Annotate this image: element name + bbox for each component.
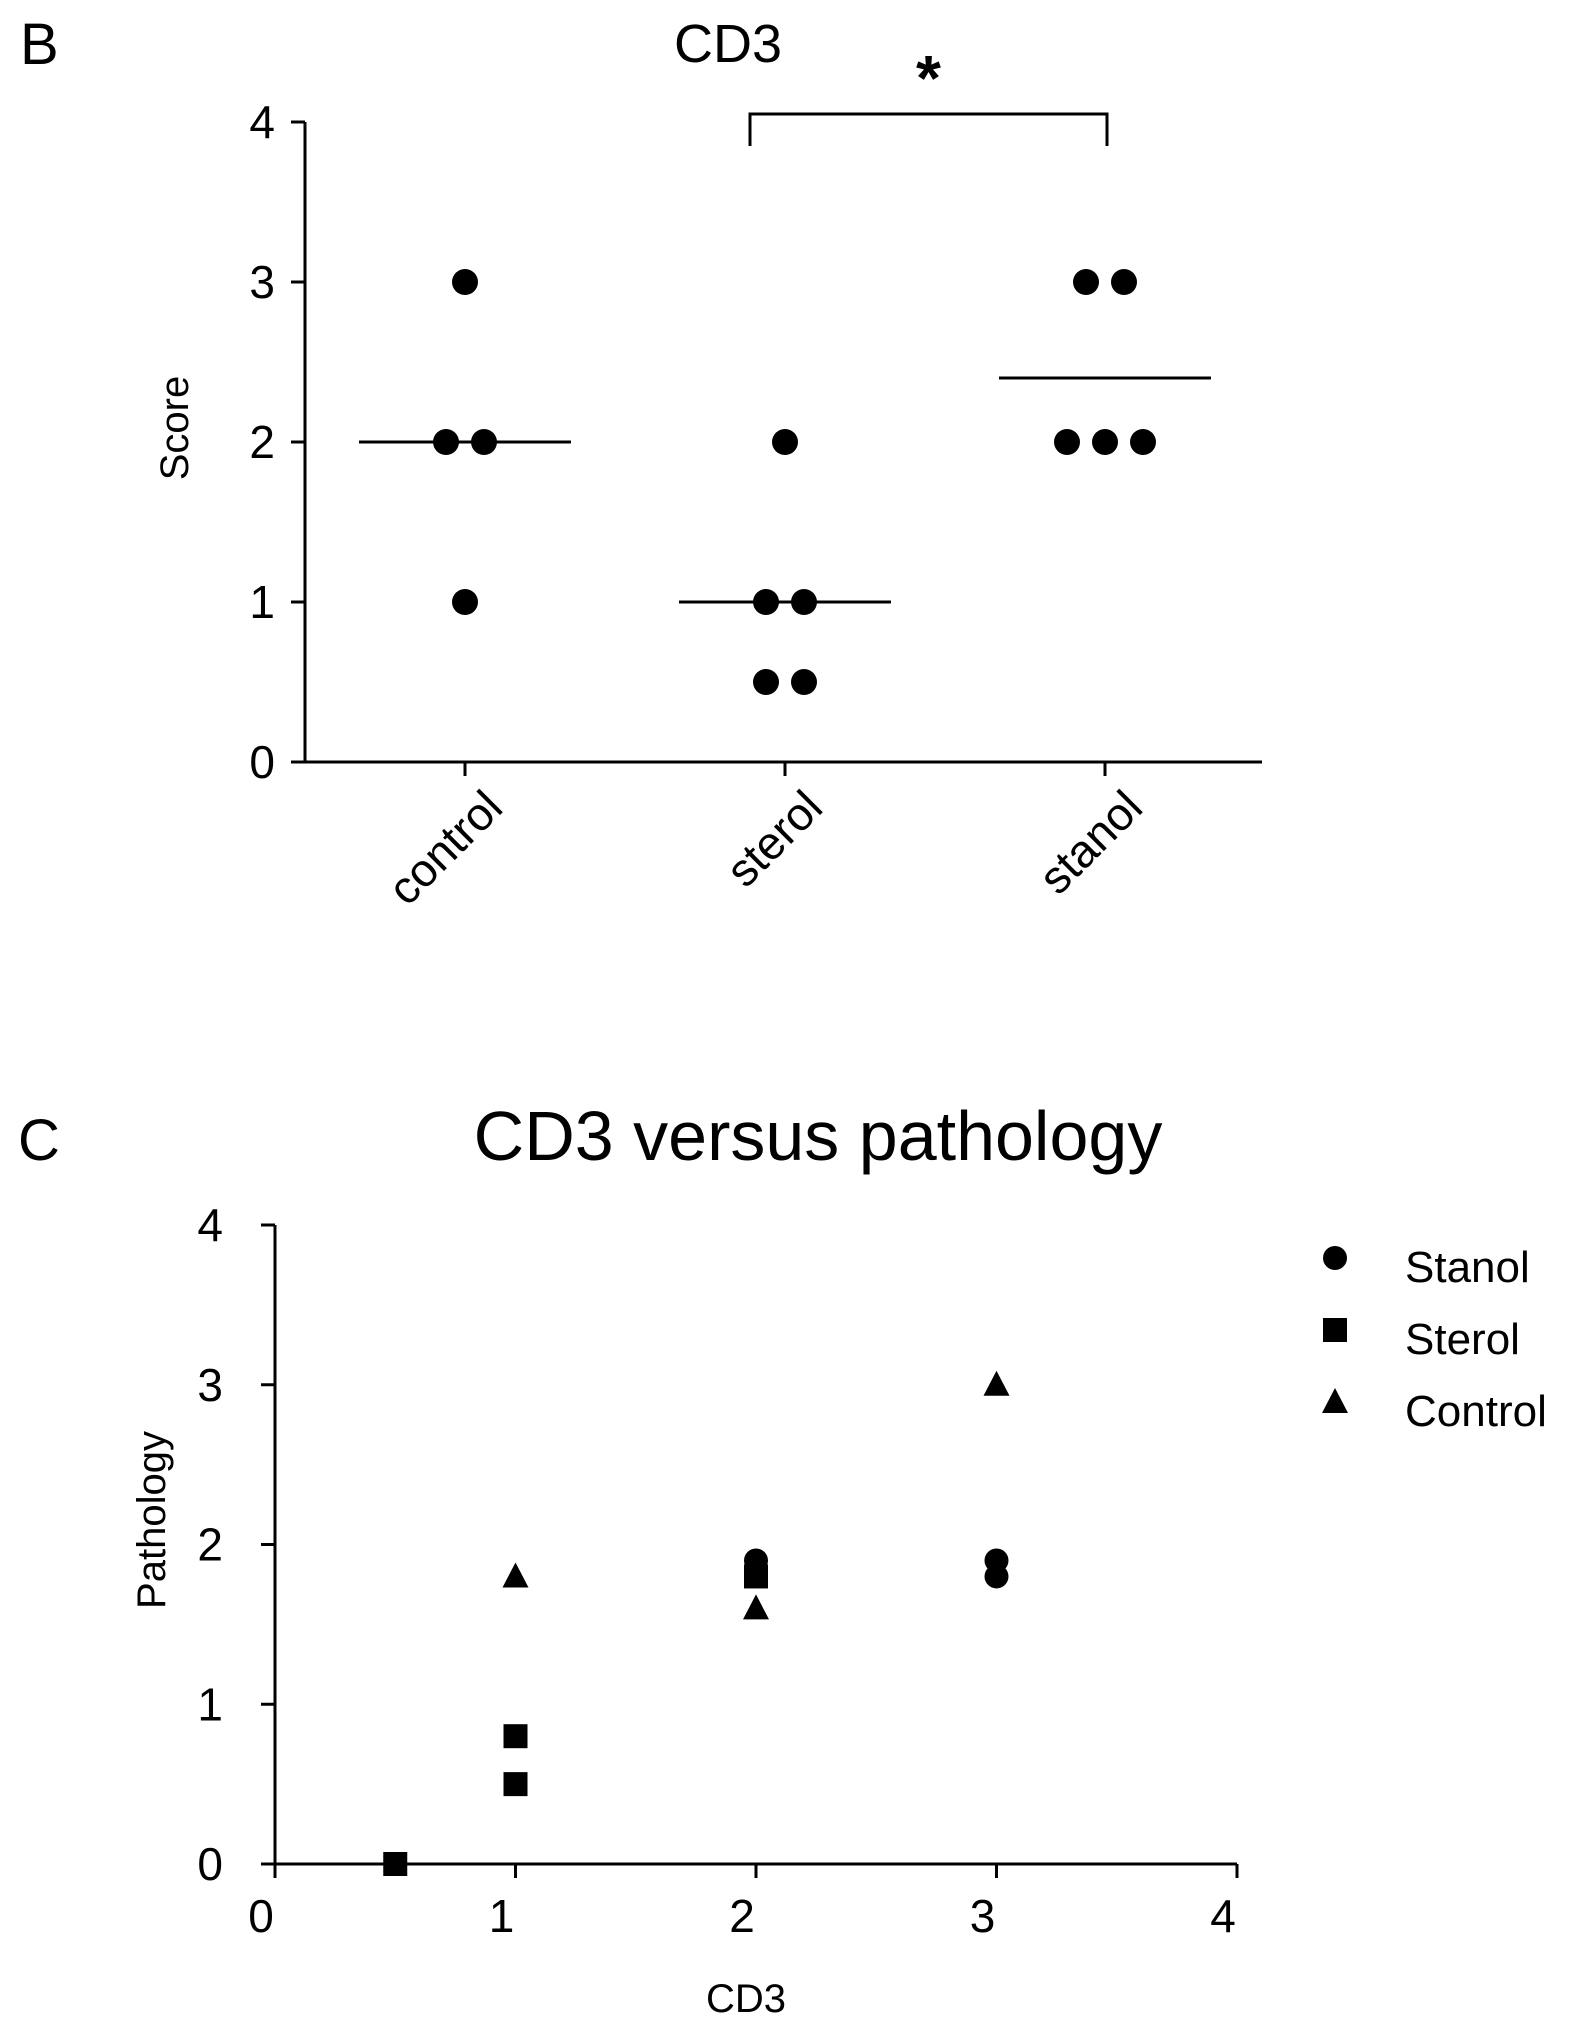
panel-b-y-axis-label: Score bbox=[153, 376, 197, 481]
panel-c-y-tick-label: 1 bbox=[197, 1678, 223, 1730]
panel-b-medians bbox=[359, 376, 1211, 604]
panel-b-point-stanol bbox=[1092, 429, 1118, 455]
panel-c-axes bbox=[273, 1225, 1237, 1866]
panel-c-title: CD3 versus pathology bbox=[474, 1097, 1163, 1175]
panel-c-point-control bbox=[983, 1370, 1010, 1396]
panel-c-point-sterol bbox=[503, 1772, 528, 1797]
panel-c-y-ticks: 0 1 2 3 4 bbox=[197, 1199, 275, 1890]
panel-b-y-tick-label: 3 bbox=[249, 256, 275, 308]
panel-c-x-tick-label: 3 bbox=[970, 1890, 996, 1942]
legend-label-control: Control bbox=[1405, 1387, 1547, 1436]
panel-c-points bbox=[383, 1370, 1010, 1876]
panel-b-point-sterol bbox=[753, 669, 779, 695]
panel-c-x-tick-label: 0 bbox=[248, 1890, 274, 1942]
panel-c-y-tick-label: 0 bbox=[197, 1838, 223, 1890]
panel-c-x-ticks: 0 1 2 3 4 bbox=[248, 1864, 1239, 1942]
panel-b-point-sterol bbox=[772, 429, 798, 455]
panel-c-point-stanol bbox=[984, 1564, 1009, 1589]
significance-asterisk: * bbox=[916, 42, 941, 114]
panel-b-x-tick-label-stanol: stanol bbox=[1029, 780, 1153, 904]
panel-b-letter: B bbox=[20, 12, 59, 77]
panel-b-point-stanol bbox=[1130, 429, 1156, 455]
panel-c-legend: Stanol Sterol Control bbox=[1322, 1243, 1547, 1436]
panel-b-y-tick-label: 2 bbox=[249, 416, 275, 468]
legend-marker-stanol bbox=[1323, 1246, 1347, 1270]
panel-b-point-stanol bbox=[1073, 269, 1099, 295]
panel-b-y-tick-label: 0 bbox=[249, 736, 275, 788]
panel-b-x-tick-label-sterol: sterol bbox=[716, 780, 832, 896]
panel-b-y-tick-label: 4 bbox=[249, 96, 275, 148]
panel-c-y-axis-label: Pathology bbox=[130, 1431, 174, 1609]
panel-c-point-control bbox=[502, 1562, 529, 1588]
panel-b-point-sterol bbox=[791, 669, 817, 695]
panel-b-cd3-score: B CD3 Score 0 1 2 3 4 control sterol stanol * bbox=[20, 12, 1262, 915]
panel-b-x-tick-label-control: control bbox=[378, 780, 512, 914]
panel-c-x-tick-label: 2 bbox=[729, 1890, 755, 1942]
panel-b-y-tick-label: 1 bbox=[249, 576, 275, 628]
panel-c-y-tick-label: 4 bbox=[197, 1199, 223, 1251]
panel-c-x-tick-label: 1 bbox=[489, 1890, 515, 1942]
panel-b-y-ticks: 0 1 2 3 4 bbox=[249, 96, 305, 788]
panel-c-x-tick-label: 4 bbox=[1210, 1890, 1236, 1942]
panel-b-point-stanol bbox=[1054, 429, 1080, 455]
panel-b-significance: * bbox=[748, 42, 1109, 146]
panel-b-x-ticks: control sterol stanol bbox=[378, 762, 1152, 915]
legend-label-sterol: Sterol bbox=[1405, 1315, 1520, 1364]
panel-c-point-sterol bbox=[383, 1852, 408, 1876]
panel-c-x-axis-label: CD3 bbox=[706, 1977, 786, 2019]
significance-bracket bbox=[748, 112, 1109, 146]
legend-marker-control bbox=[1322, 1388, 1348, 1413]
legend-label-stanol: Stanol bbox=[1405, 1243, 1530, 1292]
panel-b-point-control bbox=[452, 589, 478, 615]
panel-c-point-sterol bbox=[503, 1724, 528, 1749]
panel-c-point-sterol bbox=[744, 1564, 768, 1589]
panel-b-point-stanol bbox=[1111, 269, 1137, 295]
panel-c-y-tick-label: 3 bbox=[197, 1359, 223, 1411]
panel-c-letter: C bbox=[18, 1108, 60, 1173]
legend-marker-sterol bbox=[1323, 1318, 1347, 1342]
panel-b-title: CD3 bbox=[674, 14, 782, 74]
panel-c-point-control bbox=[743, 1594, 769, 1620]
panel-c-y-tick-label: 2 bbox=[197, 1519, 223, 1571]
panel-b-point-control bbox=[452, 269, 478, 295]
panel-b-points bbox=[433, 269, 1156, 695]
panel-c-cd3-vs-pathology: C CD3 versus pathology Pathology CD3 0 1 2… bbox=[18, 1097, 1547, 2019]
